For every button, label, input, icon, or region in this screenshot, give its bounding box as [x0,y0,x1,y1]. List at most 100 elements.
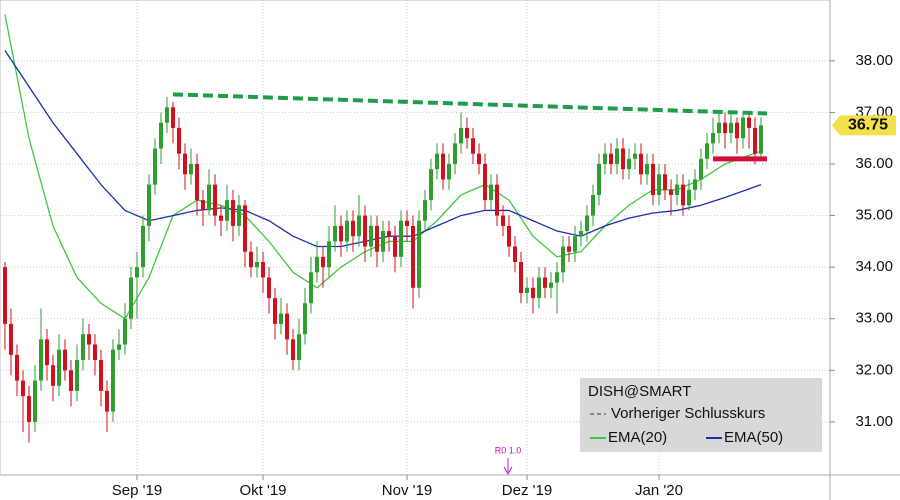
candle-body [326,241,331,268]
candle-body [626,158,631,170]
candle-body [614,148,619,165]
candle-body [158,122,163,149]
candle-body [356,215,361,237]
y-tick-label: 34.00 [855,258,893,275]
candle-body [146,184,151,226]
candle-body [680,184,685,206]
candle-body [284,313,289,340]
candle-body [596,164,601,195]
candle-body [86,334,91,345]
candle-body [296,334,301,360]
candle-body [194,164,199,201]
candle-body [410,225,415,288]
last-price-label: 36.75 [848,117,888,134]
candle-body [218,215,223,221]
candle-body [62,349,67,371]
candle-body [476,153,481,165]
candle-body [494,184,499,216]
candle-body [134,267,139,278]
candle-body [734,122,739,139]
candle-body [710,133,715,144]
candle-body [338,225,343,242]
candle-body [350,220,355,237]
candle-body [512,246,517,262]
candle-body [374,225,379,252]
candle-body [92,344,97,360]
candle-body [590,194,595,216]
marker-label: R0 1.0 [495,445,522,455]
y-tick-label: 32.00 [855,361,893,378]
candle-body [698,158,703,180]
legend-label: EMA(50) [724,429,783,446]
candle-body [422,200,427,221]
candle-body [116,344,121,350]
candle-body [638,153,643,175]
candle-body [248,251,253,268]
candle-body [200,200,205,211]
candle-body [746,117,751,128]
candle-body [140,225,145,268]
candle-body [608,153,613,165]
candle-body [650,164,655,195]
candle-body [122,318,127,345]
candle-body [500,215,505,226]
legend-label: Vorheriger Schlusskurs [611,405,765,422]
candle-body [518,261,523,293]
candle-body [236,205,241,226]
y-tick-label: 38.00 [855,52,893,69]
candle-body [392,236,397,257]
candle-body [176,127,181,154]
candle-body [488,184,493,201]
candle-body [482,164,487,201]
x-tick-label: Dez '19 [502,482,552,499]
candle-body [578,231,583,237]
candle-body [2,267,7,324]
last-price-box [832,115,896,136]
candle-body [254,261,259,268]
candle-body [74,359,79,391]
candle-body [470,138,475,154]
candle-body [152,148,157,185]
candle-body [230,200,235,226]
candle-body [548,282,553,288]
candle-body [332,225,337,242]
candle-body [368,225,373,247]
candle-body [380,231,385,252]
candle-body [602,153,607,165]
candle-body [566,246,571,252]
candle-body [440,153,445,180]
candle-body [446,164,451,180]
x-tick-label: Sep '19 [112,482,162,499]
candle-body [260,261,265,278]
candle-body [428,169,433,201]
candle-body [758,125,763,154]
marker-arrow [503,458,513,476]
candle-body [308,272,313,304]
candle-body [662,174,667,190]
candle-body [128,277,133,319]
candle-body [182,153,187,175]
legend-box [580,378,822,452]
candle-body [50,365,55,386]
y-tick-label: 33.00 [855,310,893,327]
y-tick-label: 35.00 [855,207,893,224]
candle-body [80,334,85,360]
candle-body [686,189,691,206]
y-tick-label: 36.00 [855,155,893,172]
candle-body [224,200,229,221]
candle-body [314,256,319,273]
candle-body [320,256,325,268]
candle-body [584,215,589,232]
candle-body [722,122,727,134]
candle-body [716,122,721,134]
candle-body [104,390,109,412]
candle-body [44,339,49,366]
x-tick-label: Okt '19 [239,482,286,499]
legend-label: EMA(20) [608,429,667,446]
candle-body [14,354,19,381]
candle-body [8,323,13,355]
candle-body [110,349,115,412]
candle-body [302,303,307,335]
candle-body [620,148,625,170]
